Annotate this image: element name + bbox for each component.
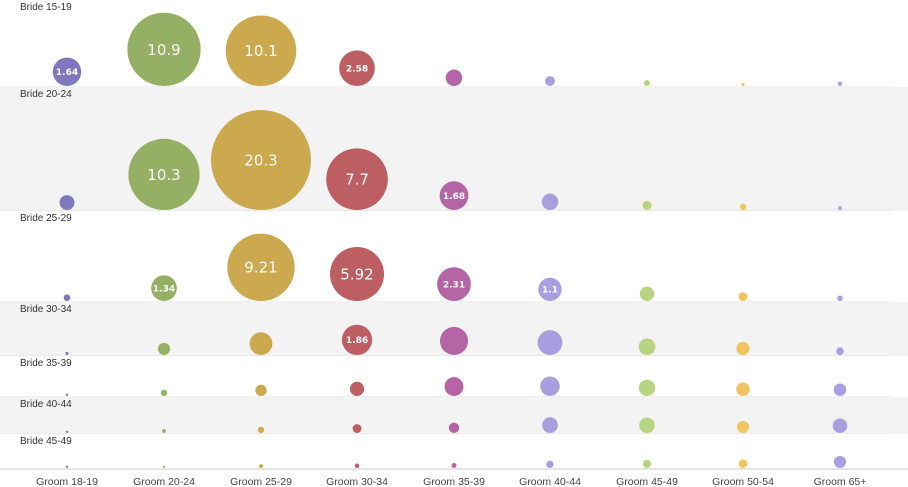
bubble-bride-45-49-groom-18-19 <box>65 465 69 468</box>
bubble-bride-25-29-groom-50-54 <box>738 292 748 302</box>
bubble-bride-35-39-groom-40-44 <box>540 376 560 397</box>
bubble-bride-25-29-groom-45-49 <box>639 286 655 301</box>
row-label-bride-35-39: Bride 35-39 <box>20 358 72 369</box>
bubble-bride-40-44-groom-65 <box>832 418 848 434</box>
bubble-bride-25-29-groom-18-19 <box>63 294 71 302</box>
bubble-value-label: 9.21 <box>244 259 277 277</box>
bubble-bride-40-44-groom-18-19 <box>65 430 69 433</box>
bubble-bride-20-24-groom-45-49 <box>642 200 652 211</box>
bubble-bride-45-49-groom-40-44 <box>546 460 554 468</box>
column-label-groom-40-44: Groom 40-44 <box>519 476 581 487</box>
bubble-bride-15-19-groom-25-29 <box>225 15 297 87</box>
column-label-groom-45-49: Groom 45-49 <box>616 476 678 487</box>
bubble-bride-35-39-groom-65 <box>833 383 847 397</box>
bubble-bride-45-49-groom-25-29 <box>259 464 263 468</box>
bubble-bride-40-44-groom-25-29 <box>257 426 265 434</box>
bubble-value-label: 2.31 <box>443 280 465 290</box>
bubble-bride-20-24-groom-35-39 <box>439 181 469 210</box>
bubble-bride-15-19-groom-18-19 <box>52 57 82 86</box>
bubble-bride-45-49-groom-35-39 <box>451 463 457 468</box>
bubble-bride-45-49-groom-45-49 <box>642 459 652 468</box>
bubble-bride-20-24-groom-40-44 <box>541 193 559 210</box>
bubble-bride-20-24-groom-30-34 <box>326 148 388 210</box>
column-label-groom-18-19: Groom 18-19 <box>36 476 98 487</box>
column-label-groom-20-24: Groom 20-24 <box>133 476 195 487</box>
bubble-bride-40-44-groom-35-39 <box>448 422 460 434</box>
bubble-value-label: 1.64 <box>56 68 78 78</box>
bubble-value-label: 20.3 <box>244 151 277 169</box>
bubble-value-label: 1.1 <box>542 286 558 296</box>
bubble-bride-25-29-groom-65 <box>837 295 843 302</box>
column-labels: Groom 18-19 Groom 20-24 Groom 25-29 Groom 3… <box>36 476 866 487</box>
bubble-value-label: 1.86 <box>346 336 368 346</box>
column-label-groom-65: Groom 65+ <box>814 476 867 487</box>
bubble-bride-35-39-groom-30-34 <box>349 381 365 397</box>
bubble-bride-30-34-groom-45-49 <box>638 338 656 355</box>
bubble-value-label: 5.92 <box>340 265 373 283</box>
bubble-bride-40-44-groom-45-49 <box>639 417 655 434</box>
row-labels: Bride 15-19 Bride 20-24 Bride 25-29 Bride 3… <box>20 2 72 447</box>
bubbles: 1.64 10.9 10.1 2.58 10.3 20.3 7.7 1.68 1.34 9.21 5… <box>52 12 848 469</box>
bubble-bride-30-34-groom-35-39 <box>439 326 469 356</box>
column-label-groom-25-29: Groom 25-29 <box>230 476 292 487</box>
bubble-bride-35-39-groom-20-24 <box>160 389 168 397</box>
bubble-bride-35-39-groom-25-29 <box>255 384 267 397</box>
bubble-bride-25-29-groom-25-29 <box>227 233 295 302</box>
bubble-bride-25-29-groom-40-44 <box>538 277 562 302</box>
column-label-groom-30-34: Groom 30-34 <box>326 476 388 487</box>
bubble-bride-35-39-groom-35-39 <box>444 377 464 397</box>
bubble-bride-45-49-groom-50-54 <box>738 459 748 469</box>
bubble-value-label: 10.9 <box>147 41 180 59</box>
bubble-bride-20-24-groom-20-24 <box>128 138 200 211</box>
bubble-value-label: 7.7 <box>345 171 369 189</box>
bubble-bride-25-29-groom-35-39 <box>437 267 471 302</box>
row-label-bride-30-34: Bride 30-34 <box>20 304 72 315</box>
bubble-value-label: 1.34 <box>153 284 175 294</box>
row-label-bride-45-49: Bride 45-49 <box>20 436 72 447</box>
bubble-bride-15-19-groom-35-39 <box>445 69 463 86</box>
bubble-bride-45-49-groom-65 <box>833 455 847 469</box>
bubble-bride-30-34-groom-30-34 <box>341 324 373 355</box>
bubble-value-label: 1.68 <box>443 192 465 202</box>
row-label-bride-25-29: Bride 25-29 <box>20 213 72 224</box>
bubble-bride-20-24-groom-18-19 <box>59 195 75 210</box>
bubble-bride-30-34-groom-50-54 <box>736 341 750 356</box>
bubble-bride-20-24-groom-25-29 <box>211 110 311 210</box>
bubble-bride-25-29-groom-30-34 <box>330 246 384 301</box>
bubble-bride-45-49-groom-30-34 <box>354 463 360 469</box>
bubble-value-label: 10.3 <box>147 166 180 184</box>
bubble-bride-40-44-groom-30-34 <box>352 424 362 434</box>
bubble-bride-15-19-groom-20-24 <box>127 12 201 87</box>
bubble-bride-45-49-groom-20-24 <box>162 465 166 468</box>
bubble-bride-40-44-groom-20-24 <box>162 429 166 433</box>
bubble-bride-15-19-groom-50-54 <box>741 82 745 87</box>
row-label-bride-15-19: Bride 15-19 <box>20 2 72 13</box>
bubble-bride-30-34-groom-20-24 <box>157 342 171 356</box>
bubble-value-label: 10.1 <box>244 42 277 60</box>
bubble-bride-35-39-groom-18-19 <box>65 393 69 396</box>
bubble-bride-25-29-groom-20-24 <box>151 275 177 302</box>
bubble-bride-20-24-groom-50-54 <box>739 203 747 211</box>
column-label-groom-50-54: Groom 50-54 <box>712 476 774 487</box>
row-label-bride-20-24: Bride 20-24 <box>20 89 72 100</box>
bubble-bride-30-34-groom-25-29 <box>249 332 273 355</box>
bubble-bride-20-24-groom-65 <box>838 206 842 210</box>
column-label-groom-35-39: Groom 35-39 <box>423 476 485 487</box>
bubble-bride-30-34-groom-65 <box>836 347 844 355</box>
bubble-bride-40-44-groom-50-54 <box>736 420 750 434</box>
bubble-bride-15-19-groom-45-49 <box>644 80 650 87</box>
bubble-bride-40-44-groom-40-44 <box>542 417 558 434</box>
bubble-bride-35-39-groom-45-49 <box>638 379 656 396</box>
row-label-bride-40-44: Bride 40-44 <box>20 399 72 410</box>
bubble-bride-15-19-groom-30-34 <box>339 50 375 87</box>
bubble-bride-35-39-groom-50-54 <box>736 382 750 396</box>
bubble-value-label: 2.58 <box>346 64 368 74</box>
bubble-bride-15-19-groom-65 <box>837 81 843 87</box>
bubble-bride-15-19-groom-40-44 <box>545 76 555 86</box>
bubble-bride-30-34-groom-40-44 <box>537 330 563 356</box>
bubble-bride-30-34-groom-18-19 <box>65 351 69 356</box>
